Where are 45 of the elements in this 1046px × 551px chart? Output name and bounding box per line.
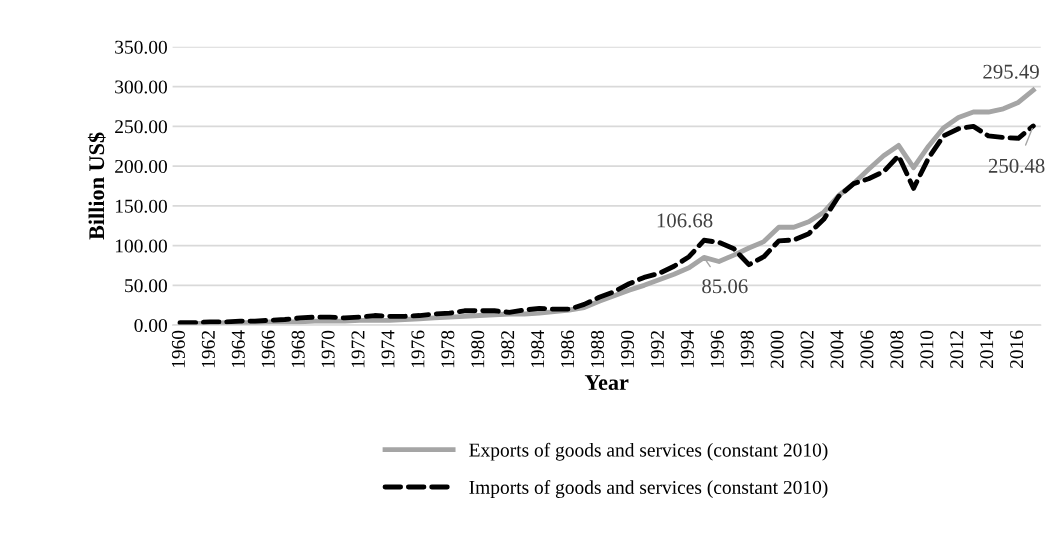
x-tick-label: 1968: [291, 330, 305, 368]
data-label: 295.49: [983, 64, 1039, 79]
x-tick-label: 1962: [201, 331, 215, 368]
x-axis-title: Year: [584, 375, 629, 391]
x-tick-label: 1964: [231, 330, 245, 368]
x-tick-label: 1974: [381, 330, 395, 368]
x-tick-label: 2004: [830, 330, 844, 368]
x-tick-label: 2016: [1010, 330, 1024, 368]
x-tick-label: 2008: [890, 330, 904, 368]
y-tick-label: 350.00: [115, 40, 167, 54]
y-tick-label: 100.00: [115, 239, 167, 253]
x-tick-label: 1988: [590, 330, 605, 368]
y-axis-title: Billion US$: [87, 132, 106, 240]
x-tick-label: 2010: [920, 330, 934, 368]
x-tick-label: 1972: [351, 331, 365, 368]
y-tick-label: 150.00: [115, 199, 167, 213]
x-tick-label: 1976: [411, 330, 425, 368]
y-tick-label: 50.00: [125, 279, 167, 293]
y-tick-label: 250.00: [115, 120, 167, 134]
x-tick-label: 1982: [501, 331, 515, 368]
x-tick-label: 1970: [321, 330, 335, 368]
x-tick-label: 1998: [740, 330, 754, 368]
y-tick-label: 300.00: [115, 80, 167, 94]
x-tick-label: 1984: [531, 330, 545, 368]
x-tick-label: 2002: [800, 331, 814, 368]
x-tick-label: 2012: [950, 331, 964, 368]
y-tick-label: 200.00: [115, 159, 167, 174]
x-tick-label: 1996: [710, 330, 724, 368]
x-tick-label: 1960: [171, 330, 185, 368]
x-tick-label: 1986: [561, 330, 575, 368]
legend-label: Imports of goods and services (constant 2010): [469, 480, 828, 498]
x-tick-label: 2014: [980, 330, 994, 368]
x-tick-label: 1978: [441, 330, 455, 368]
data-label: 106.68: [657, 213, 713, 228]
x-tick-label: 2006: [860, 330, 874, 368]
x-tick-label: 1980: [471, 330, 485, 368]
x-tick-label: 1990: [620, 330, 634, 368]
x-tick-label: 1992: [650, 331, 664, 368]
data-label: 250.48: [988, 158, 1045, 173]
x-tick-label: 1966: [261, 330, 275, 368]
legend-label: Exports of goods and services (constant 2010): [469, 442, 828, 461]
y-tick-label: 0.00: [134, 318, 167, 333]
data-label: 85.06: [702, 279, 748, 294]
x-tick-label: 2000: [770, 330, 784, 368]
x-tick-label: 1994: [680, 330, 694, 368]
